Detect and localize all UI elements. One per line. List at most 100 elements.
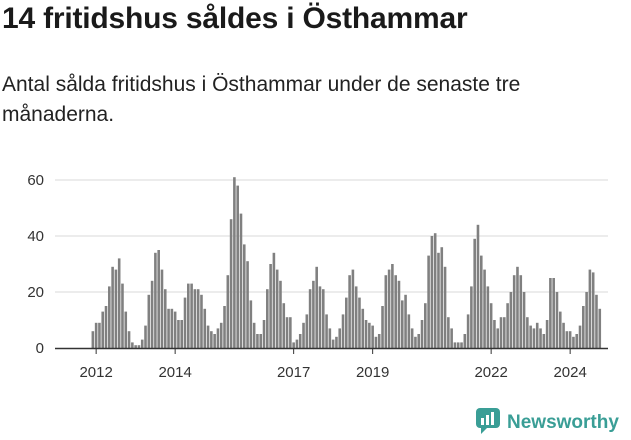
bar	[315, 266, 318, 348]
bar	[354, 286, 358, 348]
bar	[529, 325, 532, 348]
bar	[163, 289, 167, 348]
bar	[562, 322, 565, 348]
bar	[200, 294, 203, 348]
bar	[345, 297, 348, 348]
bar	[433, 233, 437, 348]
brand-logo[interactable]: Newsworthy	[475, 407, 619, 438]
bar	[91, 331, 95, 348]
x-tick-label: 2024	[553, 364, 586, 381]
bar	[256, 334, 259, 348]
x-tick-label: 2014	[158, 364, 191, 381]
bar	[483, 269, 486, 348]
bar	[526, 317, 529, 348]
bar	[229, 219, 233, 348]
bar	[196, 289, 200, 348]
bar	[335, 336, 338, 348]
bar	[239, 213, 243, 348]
bar	[279, 280, 282, 348]
bar	[473, 238, 476, 348]
bar	[552, 278, 555, 348]
bar	[246, 261, 249, 348]
bar	[98, 322, 101, 348]
bar	[111, 266, 114, 348]
bar	[549, 278, 552, 348]
bar	[94, 322, 98, 348]
bar	[269, 264, 272, 348]
bar	[595, 294, 598, 348]
bar	[282, 303, 286, 348]
bar	[249, 300, 253, 348]
bar	[361, 308, 365, 348]
bar	[460, 342, 463, 348]
bar	[407, 314, 411, 348]
bar	[321, 289, 325, 348]
bar	[598, 308, 602, 348]
bar	[114, 269, 118, 348]
bar	[572, 336, 575, 348]
bar	[134, 345, 137, 348]
bar	[108, 286, 111, 348]
bars	[91, 177, 602, 348]
bar	[127, 331, 131, 348]
bar	[394, 275, 397, 348]
bar	[476, 224, 480, 348]
bar	[219, 322, 223, 348]
bar	[558, 311, 562, 348]
bar	[190, 283, 193, 348]
bar	[506, 303, 509, 348]
bar	[259, 334, 263, 348]
bar	[377, 334, 381, 348]
bar	[470, 286, 473, 348]
bar	[466, 314, 470, 348]
bar	[318, 286, 322, 348]
bar	[522, 292, 526, 348]
bar	[499, 317, 503, 348]
highlight-value-label: 14	[596, 160, 615, 164]
bar	[167, 308, 170, 348]
bar	[410, 328, 414, 348]
bar	[266, 289, 269, 348]
bar	[575, 334, 579, 348]
bar	[180, 320, 184, 348]
x-tick-label: 2012	[79, 364, 112, 381]
bar	[285, 317, 289, 348]
bar	[414, 336, 417, 348]
bar	[331, 339, 335, 348]
bar	[144, 325, 147, 348]
bar	[203, 308, 207, 348]
bar	[226, 275, 230, 348]
bar	[456, 342, 460, 348]
bar	[578, 325, 582, 348]
bar	[272, 252, 276, 348]
bar	[400, 300, 404, 348]
bar	[463, 334, 467, 348]
bar	[512, 275, 516, 348]
bar	[210, 331, 213, 348]
bar	[437, 252, 440, 348]
y-tick-label: 60	[27, 172, 44, 189]
bar	[503, 317, 506, 348]
bar	[535, 322, 539, 348]
bar	[124, 311, 128, 348]
bar	[391, 264, 394, 348]
brand-name: Newsworthy	[507, 412, 619, 433]
bar	[121, 283, 124, 348]
bar	[532, 328, 536, 348]
bar	[351, 269, 355, 348]
bar	[591, 272, 595, 348]
bar	[312, 280, 315, 348]
bar	[137, 345, 141, 348]
bar	[496, 328, 500, 348]
bar	[545, 320, 549, 348]
bar	[206, 325, 210, 348]
x-axis	[55, 347, 608, 354]
bar	[275, 269, 279, 348]
bar	[236, 185, 239, 348]
bar	[292, 342, 295, 348]
bar	[302, 322, 305, 348]
bar	[338, 328, 342, 348]
bar	[542, 334, 546, 348]
bar	[374, 336, 378, 348]
bar	[479, 255, 483, 348]
